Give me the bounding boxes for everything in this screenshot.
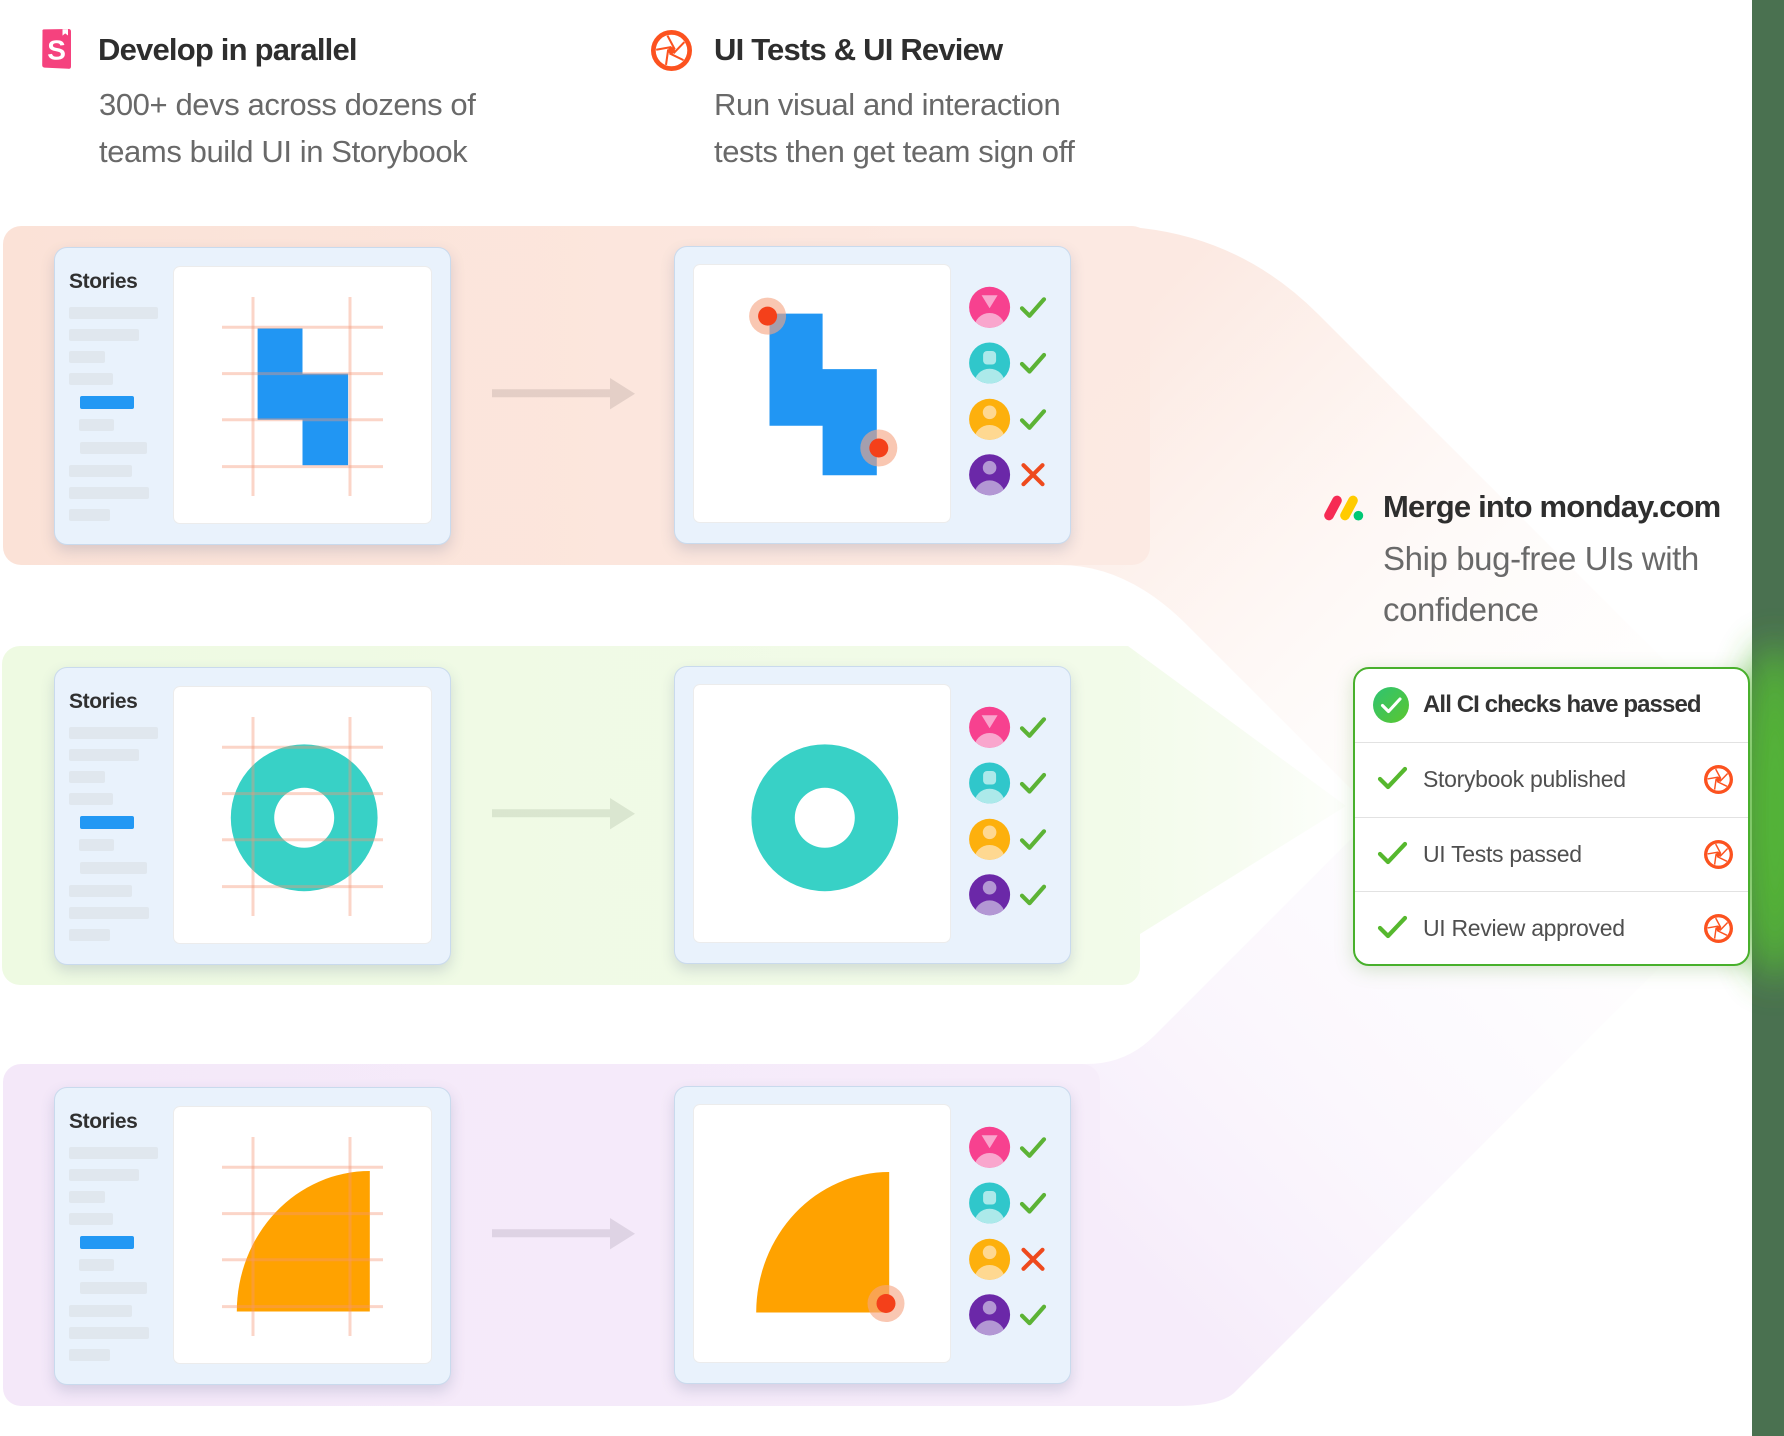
svg-text:S: S [47,35,66,66]
